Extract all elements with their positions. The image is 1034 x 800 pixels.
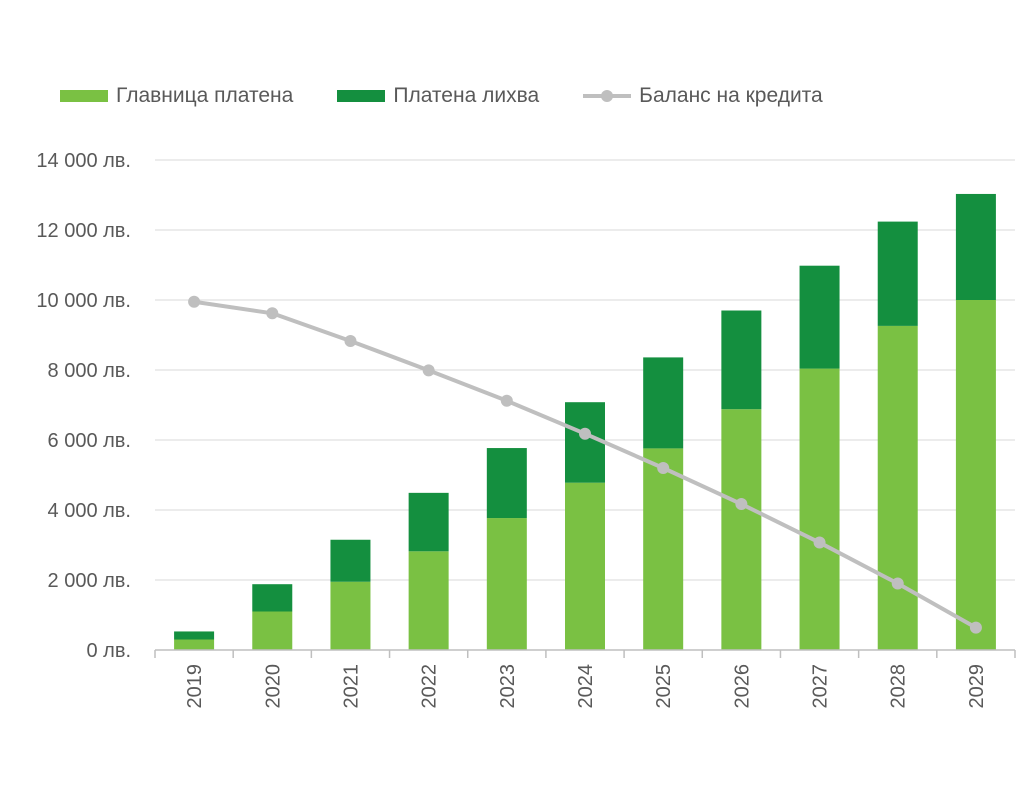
balance-point [188,295,201,308]
bar-interest [877,221,918,326]
balance-point [266,307,279,320]
bar-principal [955,300,996,650]
bar-interest [252,584,293,612]
bar-interest [643,357,684,449]
legend-swatch-principal [60,90,108,102]
legend: Главница платена Платена лихва Баланс на… [60,84,867,108]
bar-principal [174,639,215,650]
bar-principal [721,409,762,650]
bar-interest [174,631,215,640]
balance-point [891,577,904,590]
x-tick-label: 2020 [262,664,284,709]
x-axis: 2019 2020 2021 2022 2023 2024 2025 2026 2027 2028… [154,649,1016,709]
bar-principal [408,551,449,650]
balance-point [969,621,982,634]
y-axis: 0 лв. 2 000 лв. 4 000 лв. 6 000 лв. 8 000 лв… [36,150,131,662]
bar-principal [486,518,527,650]
bar-interest [955,193,996,300]
x-tick-label: 2026 [731,664,753,709]
y-tick-label: 2 000 лв. [48,570,131,592]
bar-interest [330,539,371,582]
x-tick-label: 2029 [966,664,988,709]
y-tick-label: 4 000 лв. [48,500,131,522]
x-tick-label: 2024 [575,664,597,709]
x-tick-label: 2019 [184,664,206,709]
balance-point [579,427,591,440]
balance-point [813,536,826,549]
balance-point [344,334,357,347]
bar-principal [643,448,684,650]
bar-principal [565,482,605,650]
x-tick-label: 2028 [888,664,910,709]
legend-item-balance: Баланс на кредита [583,84,823,108]
bar-interest [486,448,527,519]
y-tick-label: 6 000 лв. [48,430,131,452]
x-tick-label: 2022 [419,664,441,709]
bar-interest [721,310,762,410]
x-tick-label: 2021 [340,664,362,709]
y-tick-label: 0 лв. [86,640,131,662]
y-tick-label: 14 000 лв. [36,150,131,172]
x-tick-label: 2025 [653,664,675,709]
bar-principal [799,368,840,650]
legend-item-interest: Платена лихва [337,84,539,108]
bar-series [174,193,996,650]
balance-point [500,394,513,407]
bar-interest [408,492,449,552]
y-tick-label: 8 000 лв. [48,360,131,382]
legend-swatch-interest [337,90,386,102]
x-tick-label: 2027 [810,664,832,709]
y-tick-label: 12 000 лв. [36,220,131,242]
balance-point [735,498,748,511]
legend-label-principal: Главница платена [116,84,294,107]
balance-point [422,364,435,377]
legend-label-interest: Платена лихва [393,84,540,107]
balance-point [657,462,670,474]
legend-swatch-balance [583,84,632,108]
bar-interest [565,402,605,483]
bar-principal [252,611,293,650]
y-tick-label: 10 000 лв. [36,290,131,312]
legend-item-principal: Главница платена [60,84,293,108]
bar-interest [799,265,840,369]
legend-label-balance: Баланс на кредита [639,84,823,107]
bar-principal [877,325,918,650]
balance-line-series [188,295,982,634]
bar-principal [330,581,371,650]
x-tick-label: 2023 [497,664,519,709]
